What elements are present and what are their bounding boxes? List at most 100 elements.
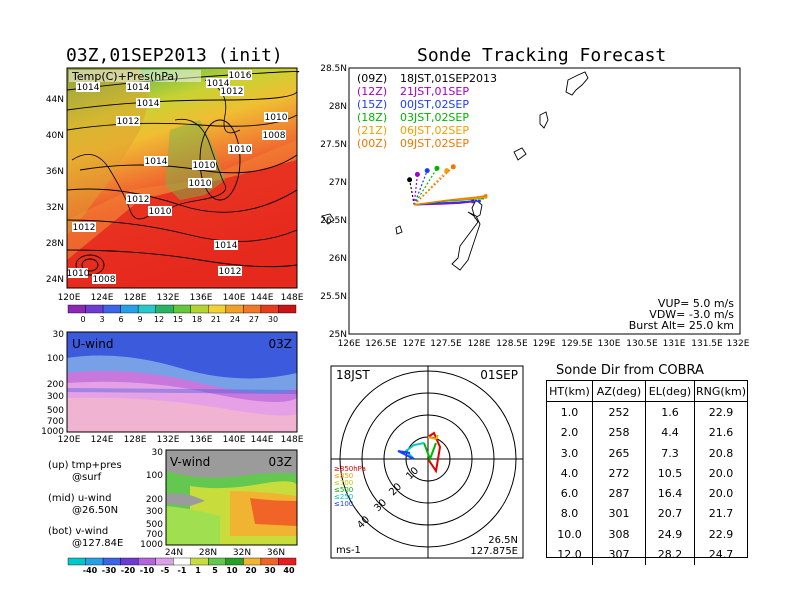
uwind-label: U-wind (72, 337, 113, 351)
lon-tick: 132E (157, 435, 180, 443)
lon-tick: 130E (598, 339, 621, 349)
lat-tick: 26.5N (320, 216, 347, 226)
isobar-label: 1014 (145, 157, 168, 167)
colorbar-tick: 24 (230, 315, 240, 323)
lon-tick: 136E (190, 293, 213, 303)
table-cell: 301 (592, 503, 646, 525)
level-legend: ≤850 (334, 472, 353, 480)
colorbar-tick: 5 (212, 566, 218, 575)
colorbar-tick: -1 (178, 566, 187, 575)
colorbar-swatch (225, 557, 244, 566)
colorbar-tick: 0 (80, 315, 85, 323)
burst-point (407, 177, 413, 183)
uwind-time: 03Z (269, 337, 293, 351)
isobar-label: 1010 (67, 269, 90, 279)
colorbar-tick: -5 (161, 566, 170, 575)
temperature-colorbar: 0 3 6 9 12 15 18 21 24 27 30 (67, 304, 297, 323)
p-tick: 100 (146, 471, 163, 481)
level-legend: ≤250 (334, 493, 353, 501)
burst-point (414, 171, 420, 177)
table-cell: 265 (592, 442, 646, 464)
p-tick: 100 (47, 354, 64, 364)
left-title: 03Z,01SEP2013 (init) (66, 45, 283, 66)
lon-tick: 128E (124, 293, 147, 303)
lon-tick: 129E (533, 339, 556, 349)
colorbar-swatch (190, 557, 209, 566)
isobar-label: 1012 (219, 267, 242, 277)
lon-tick: 140E (223, 293, 246, 303)
colorbar-tick: 20 (245, 566, 257, 575)
col-header: EL(deg) (645, 381, 695, 403)
colorbar-swatch (102, 304, 121, 314)
vwind-colorbar: -40 -30 -20 -10 -5 -1 1 5 10 20 30 40 (67, 557, 297, 575)
param-vup: VUP= 5.0 m/s (658, 297, 734, 310)
table-cell: 307 (592, 544, 646, 565)
isobar-label: 1010 (265, 113, 288, 123)
lon-tick: 126E (338, 339, 361, 349)
p-tick: 700 (146, 530, 163, 540)
p-tick: 500 (146, 520, 163, 530)
colorbar-swatch (190, 304, 209, 314)
vwind-section: V-wind 03Z 30 100 200 300 500 700 1000 2… (140, 448, 298, 558)
table-cell: 4.0 (547, 463, 593, 484)
colorbar-swatch (173, 304, 191, 314)
lat-tick: 44N (46, 95, 64, 105)
colorbar-swatch (120, 557, 139, 566)
table-cell: 258 (592, 422, 646, 443)
hodograph-date: 01SEP (480, 368, 518, 382)
descent-track (414, 200, 480, 206)
table-cell: 10.5 (645, 463, 695, 484)
lon-tick: 129.5E (561, 339, 593, 349)
isobar-label: 1010 (193, 161, 216, 171)
table-cell: 308 (592, 524, 646, 545)
track-title: Sonde Tracking Forecast (417, 45, 667, 66)
vwind-label: V-wind (170, 455, 210, 469)
lon-tick: 124E (91, 435, 114, 443)
colorbar-tick: 18 (192, 315, 202, 323)
lon-tick: 120E (58, 293, 81, 303)
lon-tick: 128.5E (496, 339, 528, 349)
burst-point (450, 164, 456, 170)
table-cell: 287 (592, 483, 646, 504)
p-tick: 200 (47, 380, 64, 390)
lon-tick: 144E (251, 435, 274, 443)
track-legend-code: (15Z) (357, 98, 387, 111)
colorbar-tick: 30 (268, 315, 278, 323)
note-line: (mid) u-wind (48, 493, 112, 504)
track-legend-code: (12Z) (357, 85, 387, 98)
colorbar-tick: -10 (140, 566, 155, 575)
ascent-track (409, 179, 415, 205)
table-cell: 20.0 (708, 466, 734, 480)
colorbar-swatch (173, 557, 191, 566)
colorbar-tick: -20 (121, 566, 136, 575)
colorbar-swatch (208, 557, 227, 566)
colorbar-swatch (260, 557, 279, 566)
colorbar-tick: 1 (195, 566, 201, 575)
lat-tick: 25N (329, 330, 347, 340)
table-cell: 1.6 (645, 401, 695, 423)
table-cell: 3.0 (547, 442, 593, 464)
isobar-label: 1008 (263, 131, 286, 141)
descent-track (414, 195, 486, 206)
note-line: @26.50N (72, 505, 119, 516)
lon-tick: 131E (663, 339, 686, 349)
lon-tick: 132E (727, 339, 750, 349)
col-header: RNG(km) (694, 381, 747, 403)
track-legend-time: 09JST,02SEP (400, 137, 469, 150)
colorbar-swatch (278, 557, 297, 566)
ascent-track (413, 168, 438, 206)
isobar-label: 1012 (221, 87, 244, 97)
colorbar-swatch (102, 557, 121, 566)
colorbar-tick: 12 (154, 315, 164, 323)
hodograph-units: ms-1 (336, 545, 361, 556)
table-cell: 272 (592, 463, 646, 484)
landing-point (484, 195, 488, 199)
colorbar-swatch (120, 304, 139, 314)
hodograph-lat: 26.5N (488, 535, 518, 546)
table-cell: 12.0 (547, 544, 593, 565)
lon-tick: 124E (91, 293, 114, 303)
p-tick: 700 (47, 417, 64, 427)
lon-tick: 148E (281, 293, 304, 303)
note-line: @127.84E (72, 538, 124, 549)
hodograph-time: 18JST (336, 368, 370, 382)
